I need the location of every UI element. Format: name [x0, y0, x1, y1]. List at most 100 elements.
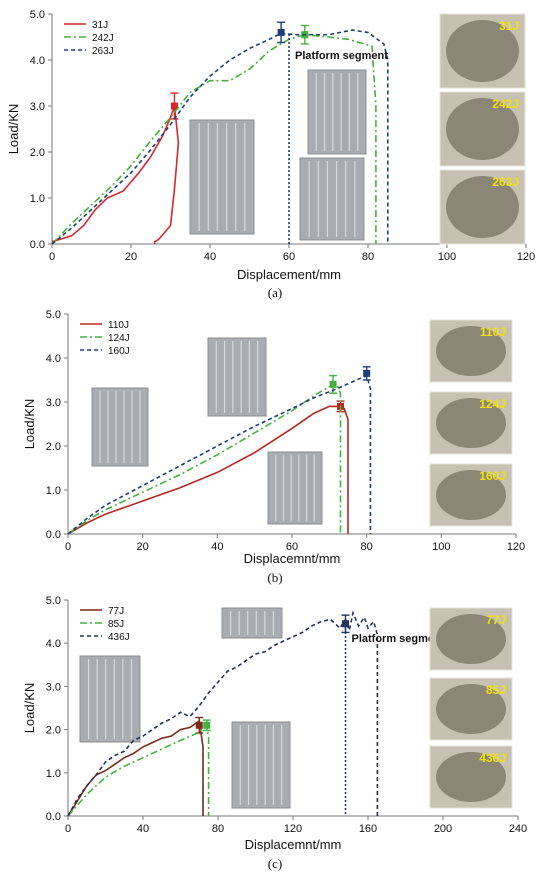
y-tick-label: 3.0	[46, 397, 61, 409]
foam-sample	[436, 614, 506, 664]
specimen-photo	[299, 157, 365, 241]
specimen-photo	[231, 721, 291, 809]
series-line-85J	[67, 723, 210, 817]
legend-label: 160J	[108, 346, 130, 357]
data-marker-263J	[277, 28, 285, 36]
legend-label: 110J	[108, 320, 129, 331]
platform-annotation: Platform segment	[352, 633, 445, 645]
foam-energy-label: 160J	[479, 469, 506, 483]
x-tick-label: 0	[65, 541, 71, 553]
x-tick-label: 40	[211, 541, 223, 553]
x-tick-label: 20	[125, 251, 137, 263]
y-axis-label: Load/KN	[6, 104, 21, 155]
platform-annotation: Platform segment	[295, 50, 388, 62]
x-tick-label: 80	[361, 541, 373, 553]
x-tick-label: 240	[509, 823, 527, 835]
panel-caption: (c)	[268, 856, 282, 871]
x-tick-label: 120	[284, 823, 302, 835]
x-tick-label: 40	[204, 251, 216, 263]
x-tick-label: 160	[359, 823, 377, 835]
x-tick-label: 40	[137, 823, 149, 835]
y-tick-label: 5.0	[46, 309, 61, 321]
foam-sample	[436, 398, 506, 448]
specimen-photo	[189, 119, 255, 235]
y-tick-label: 4.0	[46, 353, 61, 365]
x-tick-label: 0	[49, 251, 55, 263]
legend-label: 31J	[92, 20, 108, 31]
x-tick-label: 60	[283, 251, 295, 263]
chart-panel-2: 0 20 40 60 80 100 120 0.0 1.0 2.0 3.0 4.0 5.0 Displac…	[22, 309, 525, 585]
x-tick-label: 60	[286, 541, 298, 553]
data-marker-436J	[342, 620, 349, 628]
foam-sample	[436, 470, 506, 520]
foam-sample	[446, 176, 519, 238]
y-tick-label: 2.0	[30, 147, 45, 159]
series-line-436J	[67, 610, 379, 817]
foam-energy-label: 436J	[479, 751, 506, 765]
foam-sample	[446, 98, 519, 160]
series-line-242J	[51, 33, 377, 245]
x-axis-label: Displacemnt/mm	[245, 837, 342, 852]
y-tick-label: 2.0	[46, 441, 61, 453]
y-tick-label: 2.0	[46, 725, 61, 737]
specimen-photo	[221, 607, 283, 639]
data-marker-85J	[203, 721, 211, 729]
legend-label: 242J	[92, 33, 114, 44]
legend-label: 77J	[108, 606, 124, 617]
x-axis-label: Displacement/mm	[237, 267, 341, 282]
x-tick-label: 200	[434, 823, 452, 835]
x-tick-label: 120	[517, 251, 535, 263]
x-tick-label: 80	[212, 823, 224, 835]
x-tick-label: 100	[432, 541, 450, 553]
foam-energy-label: 263J	[492, 175, 519, 189]
data-marker-31J	[170, 102, 178, 110]
foam-energy-label: 77J	[486, 613, 506, 627]
legend-label: 124J	[108, 333, 130, 344]
specimen-photo	[267, 451, 323, 525]
x-tick-label: 80	[362, 251, 374, 263]
specimen-photo	[91, 387, 149, 467]
chart-panel-3: 0 40 80 120 160 200 240 0.0 1.0 2.0 3.0 4.0 5.0 Displ…	[22, 595, 527, 871]
x-tick-label: 20	[137, 541, 149, 553]
foam-energy-label: 85J	[486, 683, 506, 697]
legend-label: 436J	[108, 632, 130, 643]
x-tick-label: 0	[65, 823, 71, 835]
data-marker-77J	[195, 721, 203, 729]
x-tick-label: 120	[507, 541, 525, 553]
foam-sample	[446, 20, 519, 82]
y-tick-label: 5.0	[30, 9, 45, 21]
y-tick-label: 0.0	[46, 529, 61, 541]
foam-energy-label: 110J	[480, 325, 506, 339]
y-tick-label: 0.0	[30, 239, 45, 251]
x-axis-label: Displacemnt/mm	[244, 551, 341, 566]
specimen-photo	[79, 655, 141, 743]
y-tick-label: 4.0	[30, 55, 45, 67]
specimen-photo	[207, 337, 267, 417]
x-tick-label: 100	[438, 251, 456, 263]
y-tick-label: 4.0	[46, 638, 61, 650]
foam-sample	[436, 326, 506, 376]
y-tick-label: 3.0	[46, 681, 61, 693]
foam-energy-label: 31J	[499, 19, 519, 33]
series-line-31J	[51, 105, 180, 244]
foam-energy-label: 242J	[492, 97, 519, 111]
data-marker-160J	[363, 369, 371, 377]
series-line-124J	[67, 383, 342, 535]
y-tick-label: 1.0	[46, 485, 61, 497]
chart-panel-1: 0 20 40 60 80 100 120 0.0 1.0 2.0 3.0 4.0 5.0 Displac…	[6, 9, 535, 300]
y-tick-label: 1.0	[46, 768, 61, 780]
foam-energy-label: 124J	[479, 397, 506, 411]
y-tick-label: 5.0	[46, 595, 61, 607]
data-marker-124J	[329, 380, 337, 388]
legend-label: 263J	[92, 46, 114, 57]
y-axis-label: Load/KN	[22, 683, 37, 734]
y-tick-label: 3.0	[30, 101, 45, 113]
panel-caption: (a)	[268, 285, 282, 300]
foam-sample	[436, 752, 506, 802]
y-tick-label: 0.0	[46, 811, 61, 823]
y-tick-label: 1.0	[30, 193, 45, 205]
foam-sample	[436, 684, 506, 734]
y-axis-label: Load/KN	[22, 399, 37, 450]
legend-label: 85J	[108, 619, 124, 630]
